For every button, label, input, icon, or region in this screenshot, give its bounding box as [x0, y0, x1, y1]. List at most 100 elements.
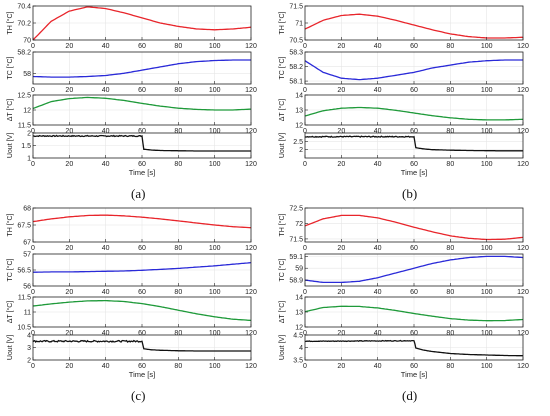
panel-a-subplot-1-series-line — [32, 6, 252, 41]
panel-b-subplot-1-xtick-label-6: 120 — [517, 43, 529, 50]
panel-b-subplot-3-xtick-label-3: 60 — [410, 128, 418, 135]
panel-b-subplot-3-ytick-label-2: 14 — [295, 93, 303, 100]
panel-c-subplot-1-ylabel: TH [°C] — [6, 213, 14, 236]
panel-c-subplot-3-ytick-label-2: 11.5 — [18, 295, 31, 302]
panel-d-subplot-1-xtick-label-4: 80 — [446, 245, 454, 252]
panel-a-subplot-3-xtick-label-1: 20 — [65, 128, 73, 135]
panel-c-subplot-2-xtick-label-3: 60 — [138, 289, 146, 296]
panel-b-subplot-2-xtick-label-1: 20 — [337, 87, 345, 94]
panel-d-subplot-4-xtick-label-6: 120 — [517, 363, 529, 370]
panel-b-subplot-1-xtick-label-5: 100 — [481, 43, 493, 50]
panel-d-subplot-3-xtick-label-4: 80 — [446, 330, 454, 337]
panel-d-subplot-2-xtick-label-5: 100 — [481, 289, 493, 296]
panel-a-subplot-3-xtick-label-6: 120 — [245, 128, 257, 135]
panel-d-subplot-1-xtick-label-3: 60 — [410, 245, 418, 252]
panel-d-subplot-4-xtick-label-5: 100 — [481, 363, 493, 370]
panel-a-subplot-2-ytick-label-0: 58 — [23, 71, 31, 78]
panel-a-subplot-2-xtick-label-0: 0 — [31, 87, 35, 94]
panel-a-subplot-2-xtick-label-5: 100 — [209, 87, 221, 94]
panel-c-subplot-1-ytick-label-2: 68 — [23, 206, 31, 213]
panel-b-subplot-4-xtick-label-1: 20 — [337, 161, 345, 168]
panel-b-subplot-4-xtick-label-5: 100 — [481, 161, 493, 168]
panel-b-subplot-4-series-line — [304, 135, 523, 152]
panel-c-subplot-1-xtick-label-6: 120 — [245, 245, 257, 252]
panel-c-subplot-4-xtick-label-6: 120 — [245, 363, 257, 370]
panel-c-subplot-4-ytick-label-0: 2 — [27, 358, 31, 365]
panel-c-subplot-3-xtick-label-3: 60 — [138, 330, 146, 337]
panel-c-subplot-4-xtick-label-1: 20 — [65, 363, 73, 370]
panel-d-subplot-1-xtick-label-2: 40 — [374, 245, 382, 252]
panel-d-subplot-2-series-line — [304, 255, 524, 284]
panel-b-subplot-4-xtick-label-3: 60 — [410, 161, 418, 168]
panel-a-subplot-4-xtick-label-6: 120 — [245, 161, 257, 168]
panel-c-subplot-2-ylabel: TC [°C] — [6, 258, 14, 281]
panel-d-subplot-2-xtick-label-4: 80 — [446, 289, 454, 296]
panel-d-subplot-4-ylabel: Uout [V] — [279, 335, 286, 360]
panel-a-subplot-4-xtick-label-3: 60 — [138, 161, 146, 168]
panel-a-subplot-3-xtick-label-5: 100 — [209, 128, 221, 135]
panel-d-subplot-4-ytick-label-2: 4.5 — [293, 333, 303, 340]
panel-b-subplot-3-xtick-label-2: 40 — [374, 128, 382, 135]
panel-a-subplot-2-xtick-label-6: 120 — [245, 87, 257, 94]
panel-c-subplot-3-xtick-label-5: 100 — [209, 330, 221, 337]
panel-b-subplot-2-xtick-label-4: 80 — [446, 87, 454, 94]
panel-d-subplot-4-xtick-label-4: 80 — [446, 363, 454, 370]
panel-c-subplot-3-xtick-label-4: 80 — [174, 330, 182, 337]
panel-c-subplot-4-xtick-label-3: 60 — [138, 363, 146, 370]
panel-c-subplot-4-ylabel: Uout [V] — [7, 335, 14, 360]
panel-c-subplot-1-xtick-label-2: 40 — [102, 245, 110, 252]
panel-d-subplot-1-ylabel: TH [°C] — [278, 213, 286, 236]
panel-c-subplot-2-ytick-label-1: 56.5 — [17, 268, 31, 275]
panel-c-subplot-4-ytick-label-2: 4 — [27, 333, 31, 340]
panel-d-subplot-2-ytick-label-2: 59.1 — [289, 254, 303, 261]
panel-d-subplot-2-xtick-label-6: 120 — [517, 289, 529, 296]
panel-c-subplot-1-xtick-label-4: 80 — [174, 245, 182, 252]
panel-d-subplot-1-xtick-label-6: 120 — [517, 245, 529, 252]
panel-c-subplot-1-xtick-label-5: 100 — [209, 245, 221, 252]
panel-a-subplot-2-xtick-label-2: 40 — [102, 87, 110, 94]
panel-a-subplot-1-ytick-label-1: 70.2 — [17, 21, 31, 28]
panel-a-subplot-1-xtick-label-4: 80 — [174, 43, 182, 50]
panel-d-subplot-3-ytick-label-2: 14 — [295, 295, 303, 302]
panel-d-subplot-3-xtick-label-1: 20 — [337, 330, 345, 337]
panel-d-subplot-1-xtick-label-0: 0 — [303, 245, 307, 252]
panel-d-subplot-1-xtick-label-1: 20 — [337, 245, 345, 252]
panel-a-subplot-3-xtick-label-0: 0 — [31, 128, 35, 135]
panel-b-subplot-1-xtick-label-3: 60 — [410, 43, 418, 50]
panel-d-subplot-1-ytick-label-1: 72 — [295, 221, 303, 228]
panel-a-subplot-1-xtick-label-1: 20 — [65, 43, 73, 50]
panel-b-subplot-3-xtick-label-6: 120 — [517, 128, 529, 135]
panel-d-subplot-3-series-line — [304, 305, 524, 322]
panel-c-subplot-2-series-line — [33, 261, 252, 273]
panel-d-subplot-4-series-line — [304, 339, 524, 357]
panel-b-subplot-1-ytick-label-0: 70.5 — [289, 38, 303, 45]
panel-b-subplot-4-ylabel: Uout [V] — [279, 133, 286, 158]
panel-a-subplot-1-xtick-label-5: 100 — [209, 43, 221, 50]
panel-d-subplot-3-ytick-label-0: 12 — [295, 325, 303, 332]
panel-b-subplot-4-xtick-label-4: 80 — [446, 161, 454, 168]
panel-a-subplot-2-xtick-label-3: 60 — [138, 87, 146, 94]
panel-c-subplot-4-series-line — [32, 339, 251, 352]
panel-d-subplot-3-ylabel: ΔT [°C] — [278, 301, 286, 324]
panel-b-subplot-2-xtick-label-0: 0 — [303, 87, 307, 94]
panel-d-subplot-3-xtick-label-0: 0 — [303, 330, 307, 337]
panel-a-subplot-4-ytick-label-0: 1 — [27, 156, 31, 163]
panel-a-subplot-3-ytick-label-0: 11.5 — [18, 123, 31, 130]
panel-a-xlabel: Time [s] — [129, 168, 155, 177]
panel-d-subplot-2-ytick-label-1: 59 — [295, 266, 303, 273]
panel-b-subplot-2-series-line — [304, 59, 523, 81]
panel-c-subplot-3-series-line — [32, 299, 252, 322]
panel-c-subplot-3-ylabel: ΔT [°C] — [6, 301, 14, 324]
panel-a-subplot-4-xtick-label-5: 100 — [209, 161, 221, 168]
panel-a-subplot-2-ytick-label-1: 58.2 — [17, 50, 31, 57]
panel-b-subplot-3-series-line — [304, 106, 524, 121]
panel-c-subplot-2-xtick-label-5: 100 — [209, 289, 221, 296]
panel-c-subplot-4-ytick-label-1: 3 — [27, 345, 31, 352]
panel-a-subplot-3-ylabel: ΔT [°C] — [6, 99, 14, 122]
panel-c-subplot-2-xtick-label-4: 80 — [174, 289, 182, 296]
panel-b-subplot-1-ytick-label-2: 71.5 — [289, 4, 303, 11]
panel-b-subplot-1-xtick-label-4: 80 — [446, 43, 454, 50]
panel-a-subplot-1-xtick-label-6: 120 — [245, 43, 257, 50]
panel-a-subplot-3-ytick-label-1: 12 — [23, 108, 31, 115]
panel-b-subplot-3-xtick-label-4: 80 — [446, 128, 454, 135]
